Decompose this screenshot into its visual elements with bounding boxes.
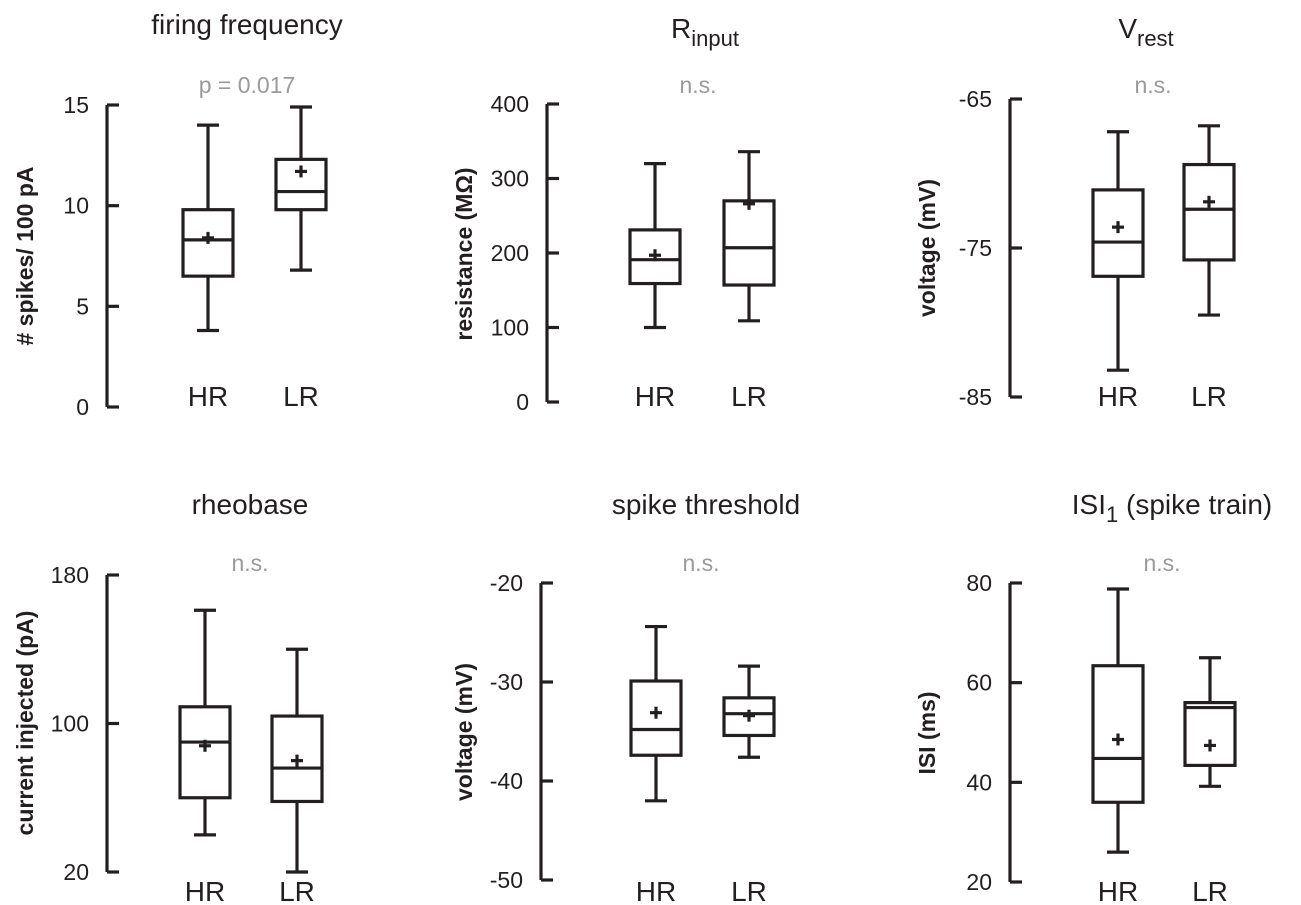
box-lr: [722, 150, 776, 323]
interquartile-box: [1091, 664, 1145, 804]
interquartile-box: [1182, 162, 1236, 262]
interquartile-box: [181, 208, 235, 278]
y-tick-label: 100: [51, 711, 89, 737]
y-tick-label: 10: [63, 193, 89, 219]
panel-title-main: rheobase: [192, 489, 309, 520]
box-hr: [1091, 587, 1145, 854]
panel-title: rheobase: [192, 489, 309, 520]
box-hr: [1091, 130, 1145, 372]
significance-label: n.s.: [679, 72, 716, 98]
category-label: HR: [1098, 381, 1138, 412]
box-lr: [270, 647, 324, 874]
y-tick-label: -30: [490, 669, 523, 695]
panel-title: ISI1 (spike train): [1072, 489, 1273, 527]
box-hr: [178, 608, 232, 837]
interquartile-box: [274, 157, 328, 212]
panel-title-main: spike threshold: [612, 489, 800, 520]
y-axis-label: voltage (mV): [451, 663, 477, 801]
panel-title-main: firing frequency: [151, 9, 342, 40]
y-tick-label: -65: [959, 86, 992, 112]
box-lr: [722, 664, 776, 759]
panel-3: Vrest n.s. voltage (mV) -85 -75 -65 HR LR: [914, 13, 1236, 412]
interquartile-box: [628, 228, 682, 286]
y-tick-label: -75: [959, 235, 992, 261]
significance-label: n.s.: [1143, 550, 1180, 576]
y-axis-label: current injected (pA): [12, 611, 38, 836]
y-axis-label: voltage (mV): [914, 179, 940, 317]
y-tick-label: 400: [491, 91, 529, 117]
panel-title-main: R: [671, 13, 691, 44]
category-label: LR: [283, 381, 319, 412]
y-axis-label: ISI (ms): [914, 691, 940, 774]
box-lr: [1183, 656, 1237, 788]
y-tick-label: 100: [491, 315, 529, 341]
y-tick-label: -50: [490, 867, 523, 893]
interquartile-box: [178, 705, 232, 800]
interquartile-box: [629, 679, 683, 757]
panel-title-main: V: [1118, 13, 1137, 44]
significance-label: n.s.: [682, 550, 719, 576]
y-tick-label: 5: [76, 293, 89, 319]
y-tick-label: 20: [966, 869, 992, 895]
box-hr: [181, 123, 235, 333]
interquartile-box: [722, 696, 776, 738]
y-tick-label: 200: [491, 240, 529, 266]
y-tick-label: 60: [966, 670, 992, 696]
y-axis-label: resistance (MΩ): [451, 167, 477, 340]
category-label: LR: [279, 876, 315, 905]
box-lr: [274, 105, 328, 272]
box-hr: [629, 624, 683, 803]
y-tick-label: 0: [516, 389, 529, 415]
panel-6: ISI1 (spike train) n.s. ISI (ms) 20 40 60 80 HR…: [914, 489, 1272, 905]
significance-label: n.s.: [231, 550, 268, 576]
box-hr: [628, 162, 682, 330]
significance-label: p = 0.017: [199, 72, 296, 98]
interquartile-box: [722, 199, 776, 287]
y-tick-label: 80: [966, 570, 992, 596]
panel-5: spike threshold n.s. voltage (mV) -50 -40 -30…: [451, 489, 800, 905]
y-tick-label: 180: [51, 562, 89, 588]
panel-title-suffix: (spike train): [1118, 489, 1272, 520]
panel-title: Rinput: [671, 13, 739, 51]
panel-2: Rinput n.s. resistance (MΩ) 0 100 200 300 400 HR…: [451, 13, 776, 415]
category-label: LR: [1191, 381, 1227, 412]
panel-title: firing frequency: [151, 9, 342, 40]
significance-label: n.s.: [1134, 72, 1171, 98]
interquartile-box: [1183, 700, 1237, 767]
y-tick-label: 20: [63, 859, 89, 885]
y-axis-label: # spikes/ 100 pA: [12, 167, 38, 346]
category-label: HR: [188, 381, 228, 412]
panel-title-subscript: input: [691, 26, 739, 51]
y-tick-label: 0: [76, 394, 89, 420]
panel-title: spike threshold: [612, 489, 800, 520]
category-label: HR: [636, 876, 676, 905]
category-label: HR: [1098, 876, 1138, 905]
category-label: LR: [731, 876, 767, 905]
panel-1: firing frequency p = 0.017 # spikes/ 100 p…: [12, 9, 343, 420]
panel-title-subscript: rest: [1137, 26, 1174, 51]
interquartile-box: [1091, 188, 1145, 278]
panel-title-main: ISI: [1072, 489, 1106, 520]
y-tick-label: -20: [490, 570, 523, 596]
category-label: HR: [635, 381, 675, 412]
y-tick-label: 40: [966, 769, 992, 795]
y-tick-label: 300: [491, 166, 529, 192]
y-tick-label: -85: [959, 384, 992, 410]
panel-title-subscript: 1: [1106, 502, 1118, 527]
panel-4: rheobase n.s. current injected (pA) 20 100 18…: [12, 489, 324, 905]
interquartile-box: [270, 714, 324, 804]
category-label: HR: [185, 876, 225, 905]
box-lr: [1182, 124, 1236, 317]
panel-title: Vrest: [1118, 13, 1173, 51]
category-label: LR: [1192, 876, 1228, 905]
y-tick-label: -40: [490, 768, 523, 794]
category-label: LR: [731, 381, 767, 412]
y-tick-label: 15: [63, 92, 89, 118]
